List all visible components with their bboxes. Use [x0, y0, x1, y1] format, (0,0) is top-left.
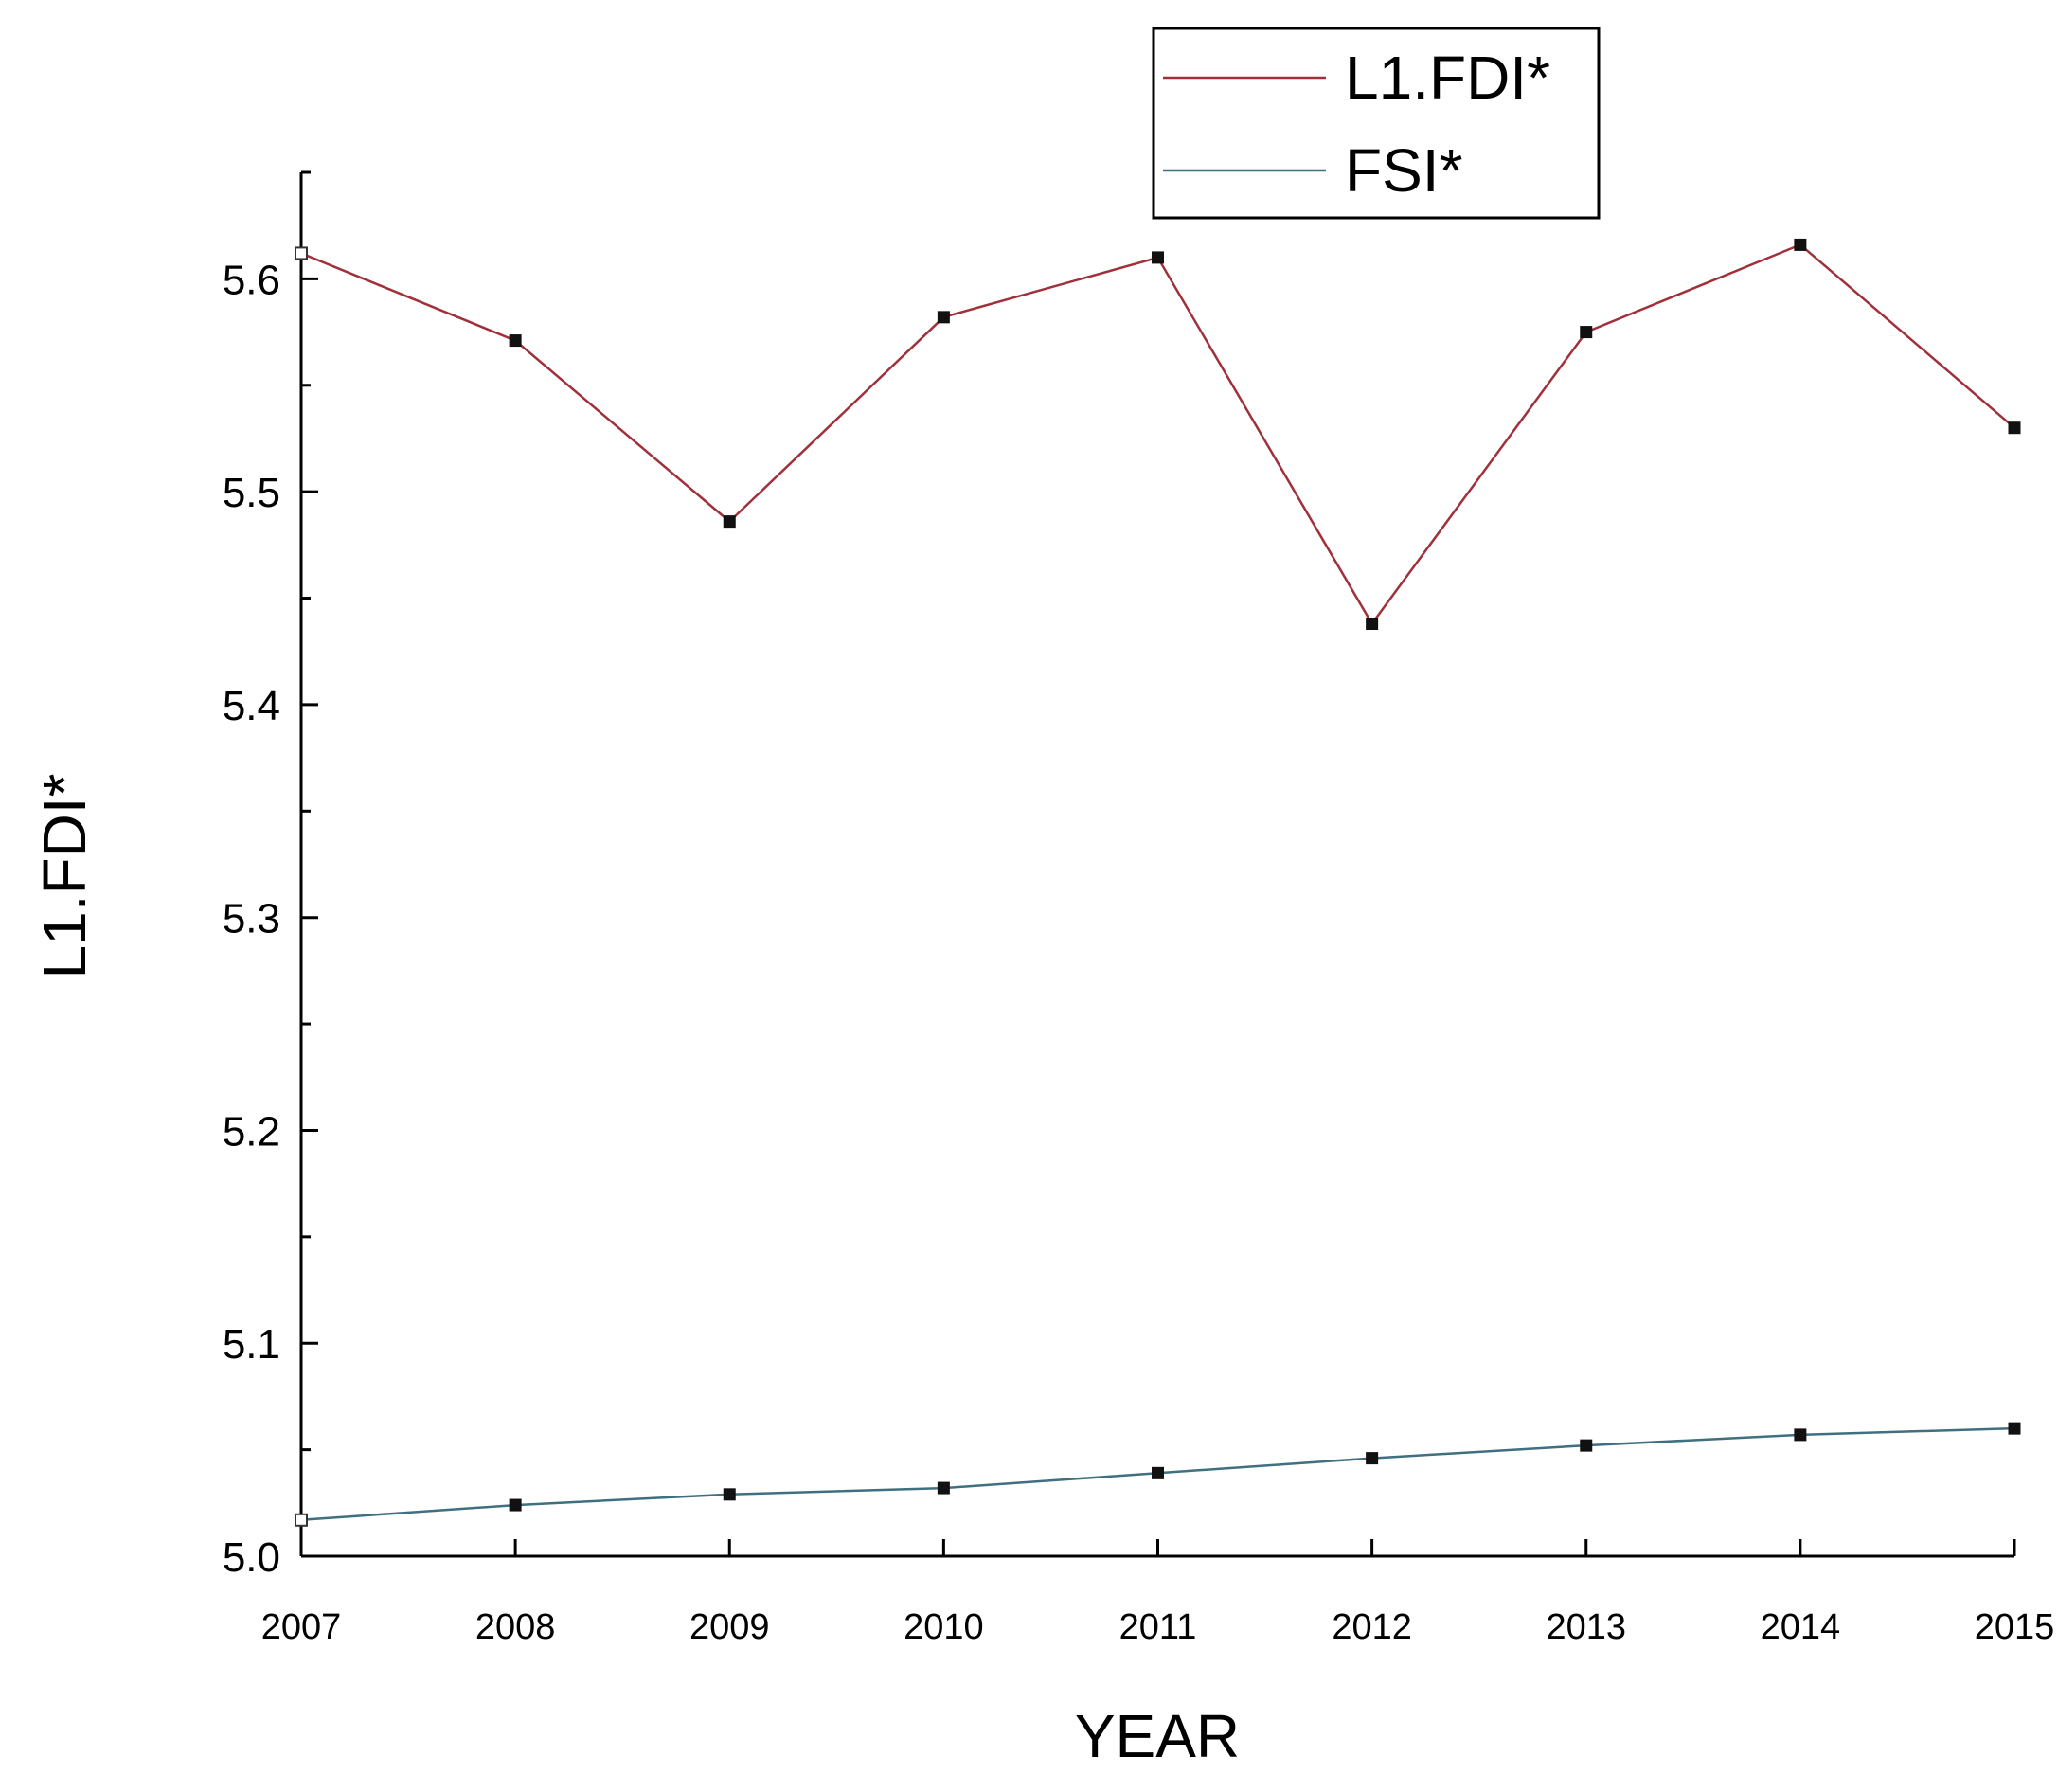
data-point	[937, 311, 950, 324]
data-point	[723, 1488, 736, 1501]
x-tick-label: 2010	[904, 1607, 984, 1647]
legend: L1.FDI* FSI*	[1152, 27, 1601, 220]
y-tick-label: 5.3	[223, 896, 280, 942]
series-line	[300, 242, 2015, 626]
x-tick-label: 2013	[1546, 1607, 1626, 1647]
x-tick-label: 2009	[689, 1607, 770, 1647]
y-tick-label: 5.6	[223, 257, 280, 303]
data-point	[509, 1498, 522, 1512]
data-point	[1152, 1466, 1164, 1479]
data-point	[1580, 1439, 1593, 1452]
data-point	[295, 1513, 308, 1527]
x-tick-label: 2007	[261, 1607, 342, 1647]
y-axis-title: L1.FDI*	[30, 774, 98, 979]
y-tick-label: 5.0	[223, 1534, 280, 1581]
series-fsi	[295, 1422, 2021, 1527]
data-point	[2008, 421, 2021, 435]
legend-label: FSI*	[1345, 136, 1462, 205]
series-l1-fdi	[295, 238, 2021, 631]
data-point	[1794, 238, 1807, 251]
y-tick-label: 5.5	[223, 470, 280, 516]
data-point	[1366, 1452, 1379, 1465]
x-tick-label: 2015	[1975, 1607, 2055, 1647]
y-tick-label: 5.1	[223, 1321, 280, 1368]
x-axis-title: YEAR	[1075, 1702, 1240, 1770]
x-tick-label: 2012	[1332, 1607, 1412, 1647]
series-group	[295, 238, 2021, 1527]
legend-box	[1152, 27, 1601, 220]
data-point	[1794, 1428, 1807, 1442]
data-point	[723, 515, 736, 529]
data-point	[509, 334, 522, 348]
data-point	[1152, 251, 1164, 264]
axes: 5.0 5.1 5.2 5.3 5.4 5.5 5.6 2007 2008 2009 2010 201…	[223, 170, 2055, 1647]
x-tick-label: 2011	[1119, 1607, 1197, 1647]
data-point	[295, 246, 308, 260]
data-point	[1366, 618, 1379, 631]
legend-label: L1.FDI*	[1345, 44, 1550, 112]
y-tick-label: 5.2	[223, 1108, 280, 1155]
y-tick-label: 5.4	[223, 683, 280, 729]
data-point	[1580, 326, 1593, 339]
data-point	[2008, 1422, 2021, 1435]
data-point	[937, 1481, 950, 1495]
x-tick-label: 2008	[475, 1607, 556, 1647]
x-tick-label: 2014	[1761, 1607, 1841, 1647]
